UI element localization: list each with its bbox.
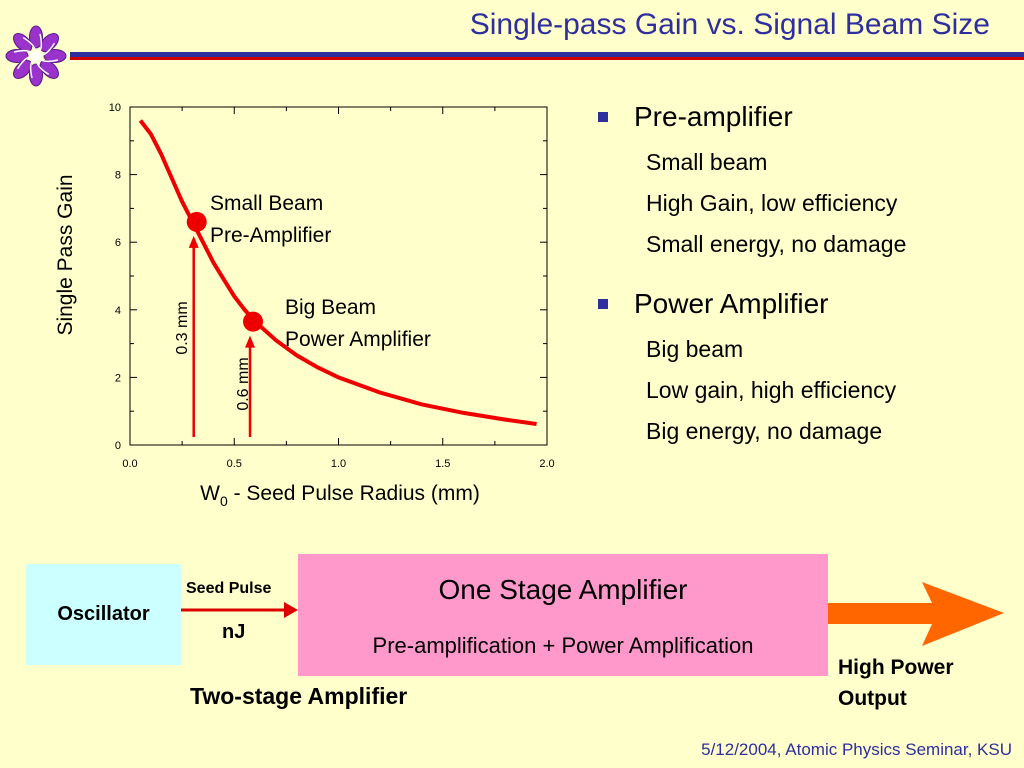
x-tick-label: 0.5 bbox=[227, 458, 242, 470]
title-underline bbox=[70, 52, 1024, 60]
radius-arrow-head bbox=[245, 335, 256, 348]
seed-pulse-label: Seed Pulse bbox=[186, 580, 272, 597]
bullet-power-amplifier: Power Amplifier bbox=[598, 287, 1018, 321]
sub-bullet: High Gain, low efficiency bbox=[646, 190, 898, 216]
y-tick-labels: 0 2 4 6 8 10 bbox=[109, 102, 121, 452]
gain-curve bbox=[138, 119, 537, 426]
x-axis-label-main: W bbox=[200, 482, 220, 505]
x-axis-label: W0 - Seed Pulse Radius (mm) bbox=[200, 482, 480, 509]
x-tick-label: 1.0 bbox=[331, 458, 346, 470]
pre-amplifier-label: Pre-Amplifier bbox=[210, 224, 331, 247]
small-beam-label-line1: Small Beam bbox=[210, 192, 323, 215]
arrow-label-0-6mm: 0.6 mm bbox=[235, 357, 252, 410]
high-power-output-label: High Power Output bbox=[838, 652, 954, 714]
sub-bullet: Small beam bbox=[646, 149, 768, 175]
one-stage-amplifier-box: One Stage Amplifier Pre-amplification + … bbox=[298, 554, 828, 676]
y-tick-label: 8 bbox=[115, 170, 121, 182]
y-tick-label: 4 bbox=[115, 305, 121, 317]
radius-arrow-head bbox=[188, 235, 199, 248]
sub-bullet: Big beam bbox=[646, 336, 744, 362]
output-arrow bbox=[828, 582, 1004, 646]
axis-ticks bbox=[129, 106, 548, 446]
pinwheel-logo-icon bbox=[5, 25, 67, 87]
big-beam-label-line2: Power Amplifier bbox=[285, 328, 431, 351]
y-tick-label: 0 bbox=[115, 440, 121, 452]
big-beam-label: Big Beam bbox=[285, 296, 376, 319]
output-line1: High Power bbox=[838, 656, 954, 679]
x-axis-label-rest: - Seed Pulse Radius (mm) bbox=[228, 482, 480, 505]
sub-bullet: Big energy, no damage bbox=[646, 418, 883, 444]
y-tick-label: 2 bbox=[115, 372, 121, 384]
x-tick-labels: 0.0 0.5 1.0 1.5 2.0 bbox=[122, 458, 554, 470]
arrow-label-0-3mm: 0.3 mm bbox=[174, 301, 191, 354]
radius-arrows bbox=[188, 235, 256, 437]
oscillator-box: Oscillator bbox=[26, 564, 181, 665]
bullet-heading: Power Amplifier bbox=[634, 288, 829, 319]
small-beam-label-line2: Pre-Amplifier bbox=[210, 224, 331, 247]
x-tick-label: 0.0 bbox=[122, 458, 137, 470]
operating-point-2 bbox=[243, 311, 264, 332]
oscillator-label: Oscillator bbox=[57, 603, 150, 625]
nj-label: nJ bbox=[222, 621, 246, 643]
x-tick-label: 2.0 bbox=[539, 458, 554, 470]
gain-chart: 0.0 0.5 1.0 1.5 2.0 0 2 4 6 8 10 Single Pass Gain… bbox=[54, 102, 555, 509]
small-beam-label: Small Beam bbox=[210, 192, 323, 215]
operating-point-1 bbox=[186, 211, 207, 232]
bullet-square-icon bbox=[598, 112, 608, 122]
power-amplifier-label: Power Amplifier bbox=[285, 328, 431, 351]
sub-bullet: Low gain, high efficiency bbox=[646, 377, 897, 403]
bullet-square-icon bbox=[598, 299, 608, 309]
bullet-list: Pre-amplifier Small beam High Gain, low … bbox=[598, 100, 1018, 452]
slide-title: Single-pass Gain vs. Signal Beam Size bbox=[469, 8, 990, 41]
x-tick-label: 1.5 bbox=[435, 458, 450, 470]
sub-bullet: Small energy, no damage bbox=[646, 231, 907, 257]
y-tick-label: 10 bbox=[109, 102, 121, 114]
x-axis-label-subscript: 0 bbox=[220, 493, 228, 509]
big-beam-label-line1: Big Beam bbox=[285, 296, 376, 319]
seed-pulse-arrowhead bbox=[284, 602, 298, 618]
operating-points bbox=[186, 211, 264, 332]
two-stage-amplifier-caption: Two-stage Amplifier bbox=[190, 683, 408, 709]
amplifier-title: One Stage Amplifier bbox=[438, 574, 688, 605]
footer: 5/12/2004, Atomic Physics Seminar, KSU bbox=[701, 740, 1012, 759]
amplifier-subtitle: Pre-amplification + Power Amplification bbox=[372, 633, 754, 658]
output-line2: Output bbox=[838, 687, 907, 710]
y-axis-label: Single Pass Gain bbox=[54, 174, 77, 335]
bullet-heading: Pre-amplifier bbox=[634, 101, 793, 132]
y-tick-label: 6 bbox=[115, 237, 121, 249]
bullet-pre-amplifier: Pre-amplifier bbox=[598, 100, 1018, 134]
